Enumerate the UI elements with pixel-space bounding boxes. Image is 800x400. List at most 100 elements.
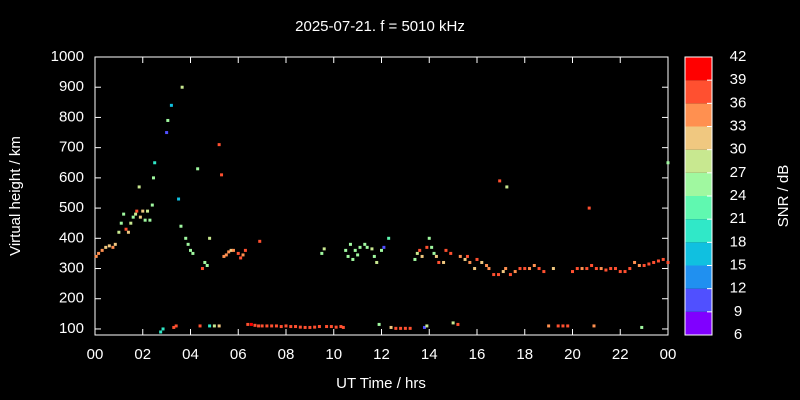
data-point — [666, 161, 670, 165]
data-point — [351, 257, 355, 261]
colorbar-cell — [685, 172, 712, 196]
data-point — [111, 245, 115, 249]
data-point — [317, 325, 321, 329]
data-point — [279, 325, 283, 329]
data-point — [356, 253, 360, 257]
data-point — [270, 324, 274, 328]
data-point — [434, 254, 438, 258]
y-tick-label: 900 — [59, 78, 84, 95]
data-point — [456, 322, 460, 326]
plot-frame — [94, 56, 669, 336]
data-point — [551, 267, 555, 271]
data-point — [513, 270, 517, 274]
data-point — [458, 254, 462, 258]
data-point — [623, 270, 627, 274]
data-point — [465, 254, 469, 258]
data-point — [587, 206, 591, 210]
chart-title: 2025-07-21. f = 5010 kHz — [295, 18, 465, 35]
data-point — [203, 260, 207, 264]
data-point — [652, 260, 656, 264]
data-point — [599, 267, 603, 271]
y-tick-label: 800 — [59, 108, 84, 125]
y-tick-label: 200 — [59, 290, 84, 307]
data-point — [473, 267, 477, 271]
data-point — [566, 324, 570, 328]
data-point — [274, 324, 278, 328]
colorbar-tick-label: 24 — [730, 187, 747, 204]
colorbar-tick-label: 6 — [734, 326, 742, 343]
y-tick-label: 300 — [59, 259, 84, 276]
x-tick-label: 04 — [182, 346, 199, 363]
data-point — [205, 264, 209, 267]
data-point — [159, 330, 163, 334]
data-point — [284, 324, 288, 328]
data-point — [365, 245, 369, 249]
data-point — [294, 325, 298, 329]
data-point — [463, 257, 467, 261]
data-point — [403, 326, 407, 330]
data-point — [580, 267, 584, 271]
data-point — [480, 260, 484, 264]
y-tick-label: 700 — [59, 139, 84, 156]
data-point — [413, 257, 417, 261]
data-point — [348, 242, 352, 246]
data-point — [224, 253, 228, 257]
data-point — [107, 244, 111, 248]
data-point — [609, 267, 613, 271]
data-point — [172, 325, 176, 329]
data-point — [260, 324, 264, 328]
colorbar-tick-label: 21 — [730, 210, 747, 227]
colorbar-tick-label: 18 — [730, 233, 747, 250]
data-point — [227, 250, 231, 254]
data-point — [313, 325, 317, 329]
data-point — [239, 256, 243, 260]
data-point — [180, 85, 184, 89]
data-point — [430, 245, 434, 249]
data-point — [501, 270, 505, 274]
data-point — [537, 267, 541, 271]
data-point — [220, 173, 224, 177]
data-point — [258, 239, 262, 243]
y-tick-label: 600 — [59, 169, 84, 186]
data-point — [212, 324, 216, 328]
data-point — [153, 161, 157, 165]
data-point — [358, 245, 362, 249]
colorbar-label: SNR / dB — [775, 165, 792, 228]
data-point — [165, 131, 169, 135]
data-point — [334, 325, 338, 329]
data-point — [141, 209, 145, 213]
data-point — [585, 267, 589, 271]
data-point — [523, 267, 527, 271]
data-point — [415, 251, 419, 255]
data-point — [137, 185, 141, 189]
data-point — [372, 254, 376, 258]
data-point — [353, 248, 357, 252]
x-tick-label: 06 — [230, 346, 247, 363]
data-point — [468, 260, 472, 264]
data-point — [427, 236, 431, 240]
data-point — [451, 321, 455, 325]
data-point — [100, 248, 104, 252]
colorbar-tick-label: 9 — [734, 303, 742, 320]
data-point — [561, 324, 565, 328]
data-point — [394, 326, 398, 330]
data-point — [184, 236, 188, 240]
data-point — [437, 260, 441, 264]
data-point — [134, 212, 138, 216]
data-point — [594, 267, 598, 271]
data-point — [628, 267, 632, 271]
colorbar-cell — [685, 126, 712, 150]
data-point — [257, 324, 261, 328]
data-point — [179, 224, 183, 228]
data-point — [498, 179, 502, 183]
colorbar-cell — [685, 196, 712, 220]
x-tick-label: 02 — [134, 346, 151, 363]
data-point — [94, 254, 98, 258]
data-point — [575, 267, 579, 271]
y-axis-label: Virtual height / km — [7, 136, 24, 256]
data-point — [151, 176, 155, 180]
data-point — [200, 267, 204, 271]
data-point — [666, 260, 670, 264]
data-point — [408, 326, 412, 330]
